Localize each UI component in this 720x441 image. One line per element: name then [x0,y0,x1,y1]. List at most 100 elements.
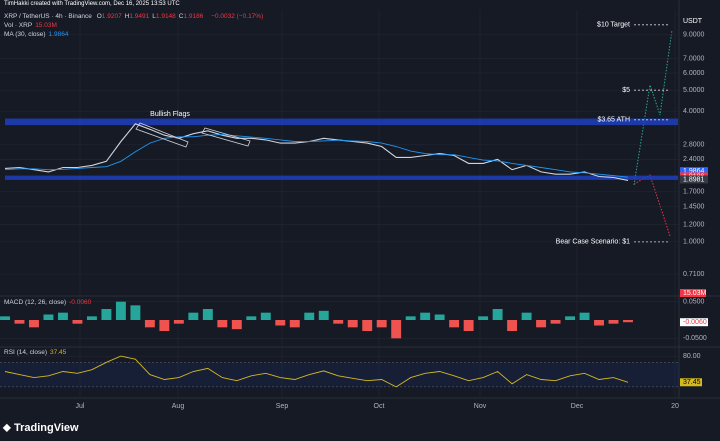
volume-label-bg [680,289,706,297]
price-label: 1.9864 [683,168,705,175]
macd-bar [72,320,83,324]
rsi-band [0,362,679,387]
brand-logo: ◆ [2,423,11,434]
x-tick-label: Nov [474,403,487,410]
macd-bar [318,310,329,320]
macd-bar [260,312,271,320]
flag [135,122,189,148]
x-tick-label: 20 [671,403,679,410]
annotation: $10 Target [597,22,630,29]
macd-bar [579,312,590,320]
y-tick-label: 1.0000 [683,239,705,246]
ma-label: MA (30, close) [4,31,46,38]
flag-patterns [135,122,251,148]
price-label-bg [680,175,708,184]
macd-bar [0,316,10,320]
ma-line [4,134,629,178]
macd-bar [420,312,431,320]
macd-bar [86,316,97,320]
macd-bar [608,320,619,324]
macd-bar [594,320,604,326]
flag [201,127,251,147]
ma-value: 1.9864 [48,31,69,38]
legend-line: Vol · XRP 15.03M [4,22,60,29]
y-tick-label: 1.4500 [683,204,705,211]
macd-bar [231,320,242,330]
macd-bar [173,320,184,324]
legend-line: XRP / TetherUS · 4h · Binance O1.9207 H1.… [4,13,266,20]
macd-bar [14,320,25,324]
macd-bar [347,320,358,328]
macd-bar [536,320,547,328]
macd-value: -0.0060 [69,299,92,306]
y-tick-label: 6.0000 [683,70,705,77]
x-tick-label: Sep [276,403,289,410]
ohlc-value: 1.9207 [101,13,122,20]
macd-bar [478,316,489,320]
ohlc-key: L [152,13,156,20]
macd-bar [405,316,416,320]
rsi-value: 37.45 [50,349,67,356]
x-tick-label: Oct [374,403,385,410]
change: −0.0032 (−0.17%) [211,13,264,20]
macd-bar [333,320,344,324]
annotation: Bear Case Scenario: $1 [556,239,630,246]
macd-bar [144,320,155,328]
macd-bar [130,305,141,320]
ohlc-key: O [96,13,102,20]
macd-bar [275,320,286,326]
macd-label-bg [680,318,708,327]
y-tick-label: -0.0500 [683,335,707,342]
macd-bar [188,312,199,320]
macd-bar [565,316,576,320]
price-label-bg [680,167,708,176]
annotation: $3.65 ATH [597,117,630,124]
macd-bar [507,320,518,331]
macd-bar [304,312,315,320]
macd-bar [101,309,112,320]
macd-bar [463,320,474,331]
y-tick-label: 2.8000 [683,142,705,149]
brand: TradingView [14,422,79,434]
macd-bar [521,312,532,320]
currency-label: USDT [683,18,703,25]
macd-bar [217,320,228,328]
y-tick-label: 0.7100 [683,271,705,278]
y-tick-label: 1.2000 [683,222,705,229]
volume-label: Vol · XRP [4,22,33,29]
ohlc: O1.9207 H1.9491 L1.9148 C1.9186 [97,13,207,20]
x-tick-label: Dec [571,403,584,410]
zone [5,175,678,180]
ohlc-key: H [124,13,130,20]
y-tick-label: 0.0500 [683,299,705,306]
zone [5,118,678,126]
macd-label: -0.0060 [683,319,707,326]
macd-title: MACD (12, 26, close) [4,299,67,306]
macd-bar [449,320,460,328]
ohlc-value: 1.9148 [155,13,176,20]
macd-bar [57,312,68,320]
price-line [4,123,629,181]
y-tick-label: 4.0000 [683,108,705,115]
volume-value: 15.03M [35,22,57,29]
y-tick-label: 80.00 [683,353,701,360]
bull-path [633,29,673,186]
legend-line: RSI (14, close) 37.45 [4,349,69,356]
y-tick-label: 7.0000 [683,55,705,62]
volume-label: 15.03M [683,290,707,297]
ohlc-key: C [178,13,184,20]
macd-bar [289,320,300,328]
macd-bar [492,309,503,320]
macd-bar [202,309,213,320]
legend-line: MACD (12, 26, close) -0.0060 [4,299,94,306]
pattern-label: Bullish Flags [150,111,190,118]
legend-line: MA (30, close) 1.9864 [4,31,71,38]
ohlc-value: 1.9186 [183,13,204,20]
x-tick-label: Jul [76,403,85,410]
rsi-label: 37.45 [683,379,701,386]
credit: TimHakki created with TradingView.com, D… [4,1,180,7]
ohlc-value: 1.9491 [129,13,150,20]
